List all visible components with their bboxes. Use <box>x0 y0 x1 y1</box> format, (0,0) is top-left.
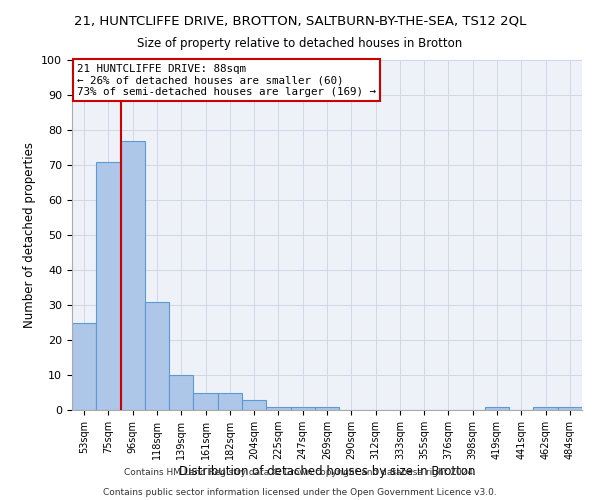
Bar <box>145 302 169 410</box>
X-axis label: Distribution of detached houses by size in Brotton: Distribution of detached houses by size … <box>179 465 475 478</box>
Bar <box>315 406 339 410</box>
Bar <box>290 406 315 410</box>
Text: Size of property relative to detached houses in Brotton: Size of property relative to detached ho… <box>137 38 463 51</box>
Bar <box>558 406 582 410</box>
Bar <box>193 392 218 410</box>
Y-axis label: Number of detached properties: Number of detached properties <box>23 142 36 328</box>
Text: Contains public sector information licensed under the Open Government Licence v3: Contains public sector information licen… <box>103 488 497 497</box>
Bar <box>121 140 145 410</box>
Bar <box>266 406 290 410</box>
Text: 21 HUNTCLIFFE DRIVE: 88sqm
← 26% of detached houses are smaller (60)
73% of semi: 21 HUNTCLIFFE DRIVE: 88sqm ← 26% of deta… <box>77 64 376 96</box>
Bar <box>242 400 266 410</box>
Text: 21, HUNTCLIFFE DRIVE, BROTTON, SALTBURN-BY-THE-SEA, TS12 2QL: 21, HUNTCLIFFE DRIVE, BROTTON, SALTBURN-… <box>74 15 526 28</box>
Bar <box>96 162 121 410</box>
Bar <box>218 392 242 410</box>
Bar <box>485 406 509 410</box>
Text: Contains HM Land Registry data © Crown copyright and database right 2024.: Contains HM Land Registry data © Crown c… <box>124 468 476 477</box>
Bar <box>169 375 193 410</box>
Bar <box>533 406 558 410</box>
Bar <box>72 322 96 410</box>
